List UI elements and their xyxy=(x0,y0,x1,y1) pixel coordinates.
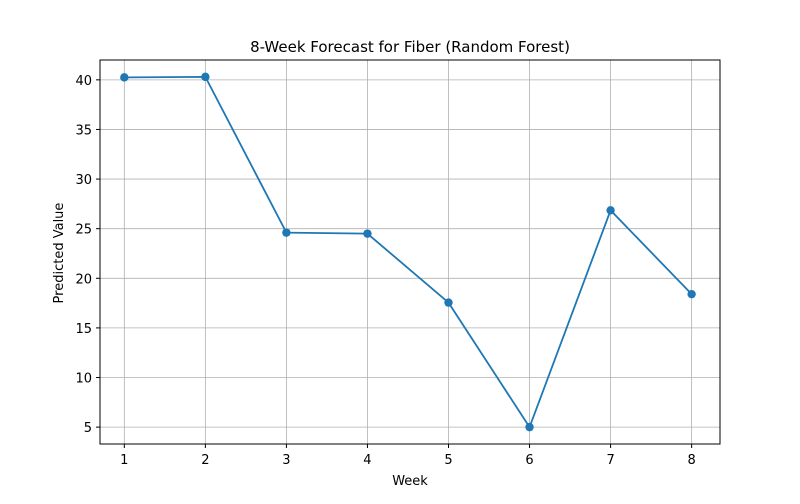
data-point xyxy=(201,72,210,82)
x-tick-label: 8 xyxy=(687,453,695,468)
x-tick-label: 4 xyxy=(363,453,371,468)
x-tick-label: 2 xyxy=(201,453,209,468)
data-point xyxy=(525,422,534,432)
data-point xyxy=(687,289,696,299)
y-tick-label: 10 xyxy=(75,372,92,387)
series-line xyxy=(124,75,693,430)
x-tick-label: 5 xyxy=(444,453,452,468)
x-tick-label: 7 xyxy=(606,453,614,468)
grid-lines xyxy=(100,60,720,444)
data-point xyxy=(282,228,291,237)
y-tick-label: 30 xyxy=(75,173,92,188)
y-tick-label: 35 xyxy=(75,123,92,138)
x-tick-label: 3 xyxy=(282,453,290,468)
data-series xyxy=(120,72,696,432)
y-tick-label: 5 xyxy=(84,421,92,436)
chart-title: 8-Week Forecast for Fiber (Random Forest… xyxy=(250,38,570,56)
y-tick-label: 20 xyxy=(75,272,92,287)
data-point xyxy=(120,73,129,82)
x-tick-label: 1 xyxy=(120,453,128,468)
y-tick-label: 25 xyxy=(75,223,92,238)
y-axis-label: Predicted Value xyxy=(52,203,67,304)
y-tick-label: 40 xyxy=(75,74,92,89)
axes: 1 2 3 4 5 6 7 8 5 10 15 20 25 30 35 40 xyxy=(75,59,721,468)
y-tick-label: 15 xyxy=(75,322,92,337)
data-point xyxy=(363,229,372,238)
plot-frame xyxy=(99,59,721,445)
x-axis-label: Week xyxy=(392,474,428,489)
x-tick-label: 6 xyxy=(525,453,533,468)
data-point xyxy=(606,206,615,215)
data-point xyxy=(444,298,453,307)
